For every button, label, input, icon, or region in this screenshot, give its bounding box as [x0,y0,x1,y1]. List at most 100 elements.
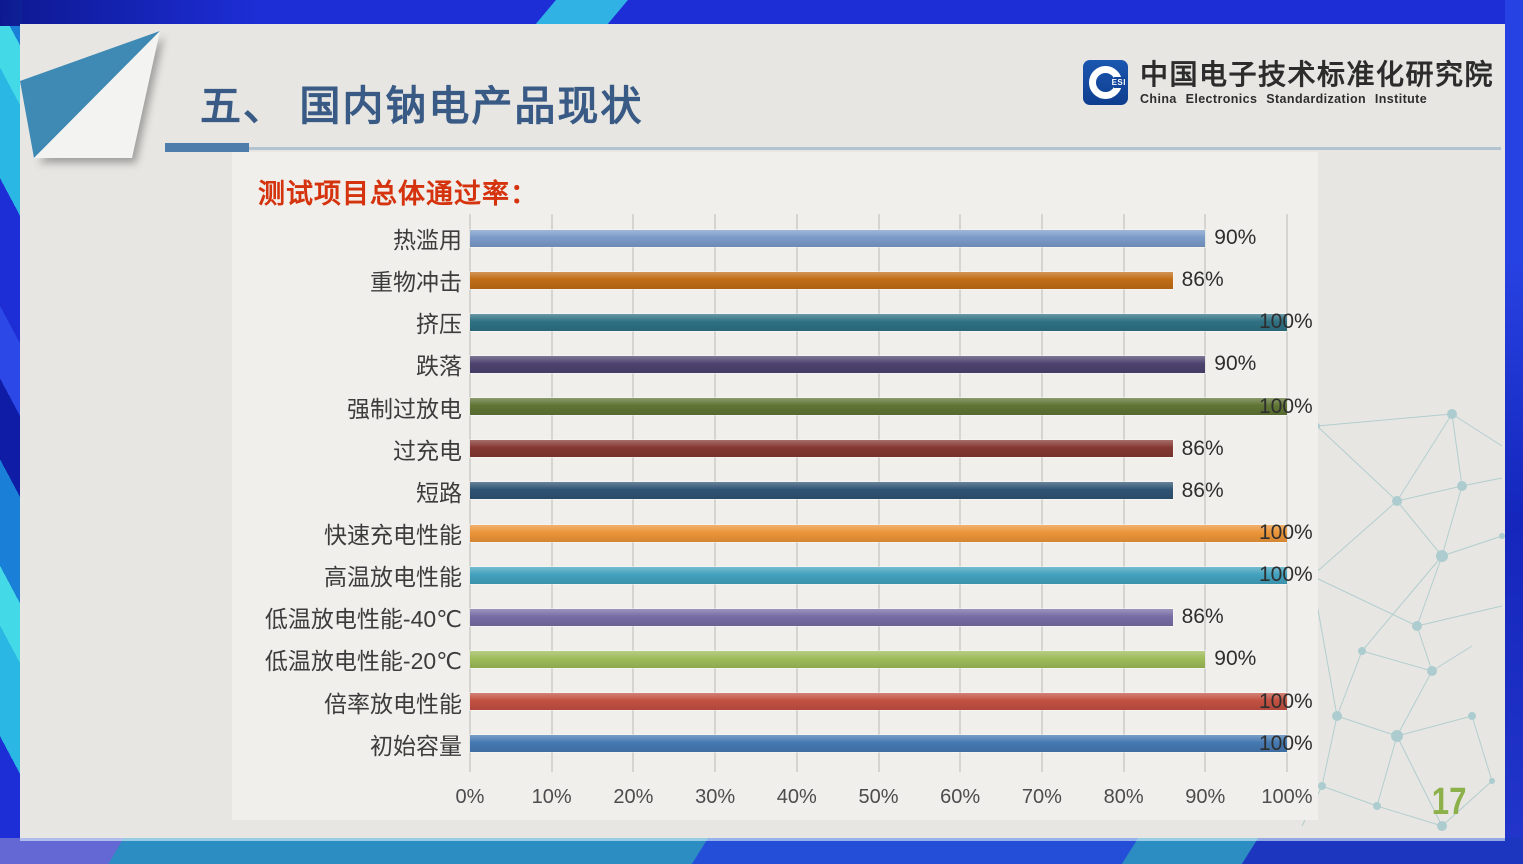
bar [470,229,1206,247]
category-label: 快速充电性能 [324,522,462,549]
value-label: 100% [1259,521,1313,545]
bar [470,313,1287,331]
left-stripes-decoration [0,0,22,864]
title-underline [165,147,1501,150]
top-cyan-streak-decoration [534,0,628,26]
value-label: 86% [1181,605,1224,629]
category-label: 挤压 [416,311,462,338]
axis-tick-label: 90% [1185,786,1226,808]
top-navy-decoration [0,0,260,26]
bottom-purple-streak [0,838,124,864]
axis-tick-label: 100% [1261,786,1313,808]
category-label: 重物冲击 [370,269,462,296]
value-label: 90% [1214,226,1257,250]
gridline [1286,214,1288,772]
chart-row: 快速充电性能 100% [232,512,1313,554]
axis-tick-label: 10% [531,786,572,808]
value-label: 86% [1181,268,1224,292]
bar-track: 86% [470,437,1287,460]
category-label: 过充电 [393,437,462,464]
bar-track: 90% [470,352,1287,375]
x-axis: 0% 10% 20% 30% 40% 50% 60% 70% 80% 90% 100% [456,786,1313,812]
chart-row: 热滥用 90% [232,217,1292,259]
chart-panel: 测试项目总体通过率： 热滥用 90% 重物冲击 86% 挤压 100% 跌落 90% 强制过放电… [232,152,1318,820]
cesi-logo-icon: ESI [1083,60,1128,105]
chart-title: 测试项目总体通过率： [258,179,538,209]
bar-track: 90% [470,226,1287,249]
bottom-dark-streak [1241,838,1523,864]
logo-name-cn: 中国电子技术标准化研究院 [1140,59,1495,90]
chart-row: 高温放电性能 100% [232,554,1313,596]
bar-track: 100% [470,690,1313,713]
value-label: 86% [1181,436,1224,460]
slide-title: 五、 国内钠电产品现状 [200,83,644,129]
value-label: 100% [1259,563,1313,587]
chart-row: 重物冲击 86% [232,259,1292,301]
chart-row: 挤压 100% [232,301,1313,343]
value-label: 100% [1259,689,1313,713]
axis-tick-label: 80% [1103,786,1144,808]
category-label: 强制过放电 [347,395,462,422]
bottom-band-decoration [0,838,1523,864]
chart-row: 初始容量 100% [232,723,1313,765]
bar-track: 86% [470,605,1287,628]
bar-track: 90% [470,647,1287,670]
title-underline-accent [165,143,249,152]
axis-tick-label: 40% [776,786,817,808]
category-label: 热滥用 [393,227,462,254]
bar-track: 100% [470,395,1313,418]
gridline [1204,214,1207,772]
logo-name-en: China Electronics Standardization Instit… [1140,92,1428,107]
category-label: 低温放电性能-40℃ [264,606,462,633]
category-label: 初始容量 [370,732,462,759]
chart-row: 强制过放电 100% [232,386,1313,428]
bar [470,271,1173,289]
axis-tick-label: 50% [858,786,899,808]
bar [470,650,1206,668]
bar-track: 86% [470,268,1287,291]
bar [470,566,1287,584]
bar [470,524,1287,542]
bar-track: 100% [470,563,1313,586]
chart-row: 短路 86% [232,470,1292,512]
organization-logo: ESI 中国电子技术标准化研究院 China Electronics Stand… [1083,60,1494,106]
bottom-dark-streak [691,838,1139,864]
right-stripe-decoration [1505,0,1523,864]
chart-row: 过充电 86% [232,428,1292,470]
page-number: 17 [1431,781,1467,823]
value-label: 100% [1259,310,1313,334]
value-label: 90% [1214,352,1257,376]
slide: 五、 国内钠电产品现状 ESI 中国电子技术标准化研究院 China Elect… [20,24,1505,838]
bar [470,482,1173,500]
chart-row: 跌落 90% [232,343,1292,385]
axis-tick-label: 30% [695,786,736,808]
bar-track: 86% [470,479,1287,502]
value-label: 90% [1214,647,1257,671]
bar-track: 100% [470,732,1313,755]
bar [470,735,1287,753]
chart-rows: 热滥用 90% 重物冲击 86% 挤压 100% 跌落 90% 强制过放电 100% 过充电 86% 短… [232,217,1313,765]
bar [470,608,1173,626]
axis-tick-label: 20% [613,786,654,808]
axis-tick-label: 60% [940,786,981,808]
bar-track: 100% [470,310,1313,333]
category-label: 倍率放电性能 [324,690,462,717]
network-mesh-decoration [1302,409,1505,831]
bar [470,440,1173,458]
value-label: 100% [1259,394,1313,418]
chart-row: 倍率放电性能 100% [232,681,1313,723]
category-label: 高温放电性能 [324,564,462,591]
value-label: 100% [1259,731,1313,755]
bar [470,355,1206,373]
axis-tick-label: 0% [455,786,485,808]
logo-monogram: ESI [1111,78,1126,87]
value-label: 86% [1181,478,1224,502]
bar [470,693,1287,711]
axis-tick-label: 70% [1021,786,1062,808]
bar [470,398,1287,416]
chart-row: 低温放电性能-20℃ 90% [232,638,1292,680]
corner-fold-icon [20,26,170,166]
chart-row: 低温放电性能-40℃ 86% [232,596,1292,638]
category-label: 短路 [416,479,462,506]
